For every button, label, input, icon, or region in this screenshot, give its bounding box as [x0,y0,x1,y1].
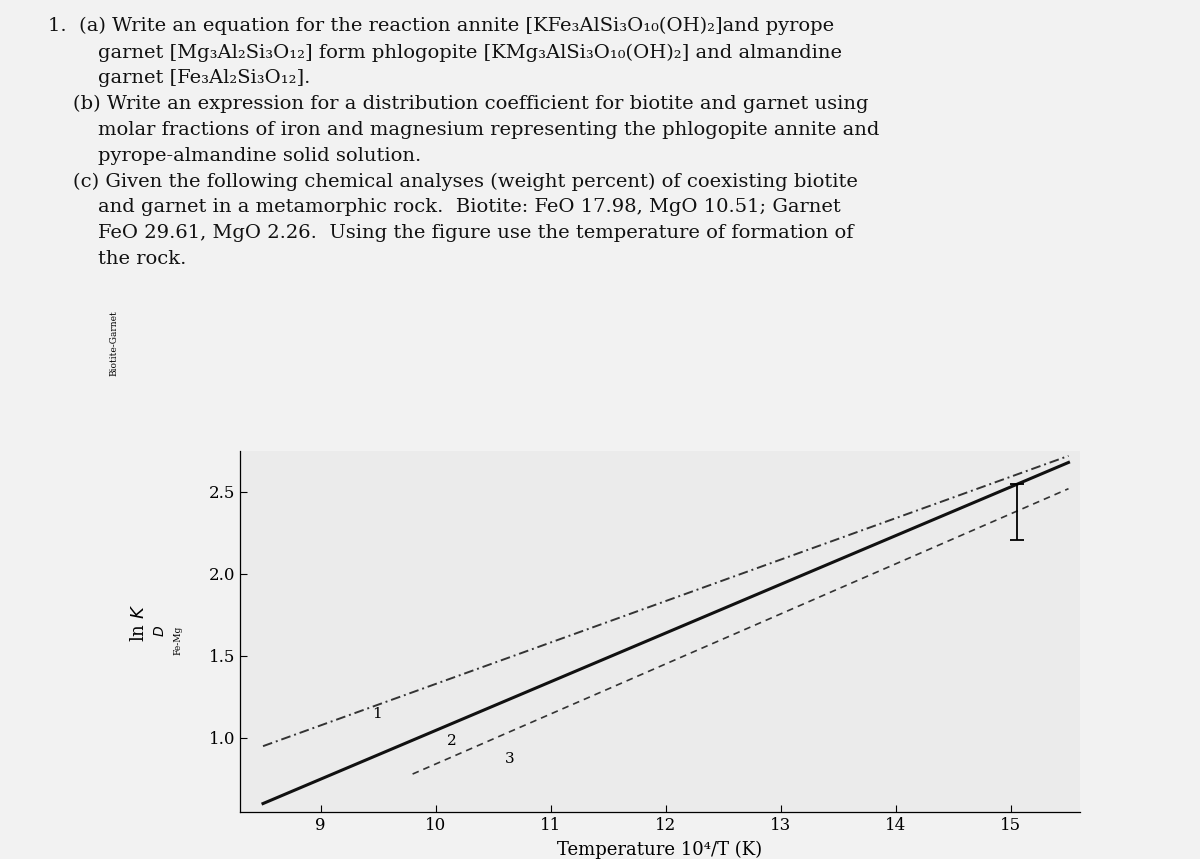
Text: 1.  (a) Write an equation for the reaction annite [KFe₃AlSi₃O₁₀(OH)₂]and pyrope
: 1. (a) Write an equation for the reactio… [48,17,880,268]
X-axis label: Temperature 10⁴/T (K): Temperature 10⁴/T (K) [558,841,762,859]
Text: Biotite-Garnet: Biotite-Garnet [109,311,119,376]
Text: 3: 3 [505,752,515,765]
Text: $D$: $D$ [152,625,167,637]
Text: 1: 1 [372,707,382,722]
Text: Fe-Mg: Fe-Mg [173,625,182,655]
Text: ln $\mathit{K}$: ln $\mathit{K}$ [131,604,149,642]
Text: 2: 2 [448,734,457,747]
